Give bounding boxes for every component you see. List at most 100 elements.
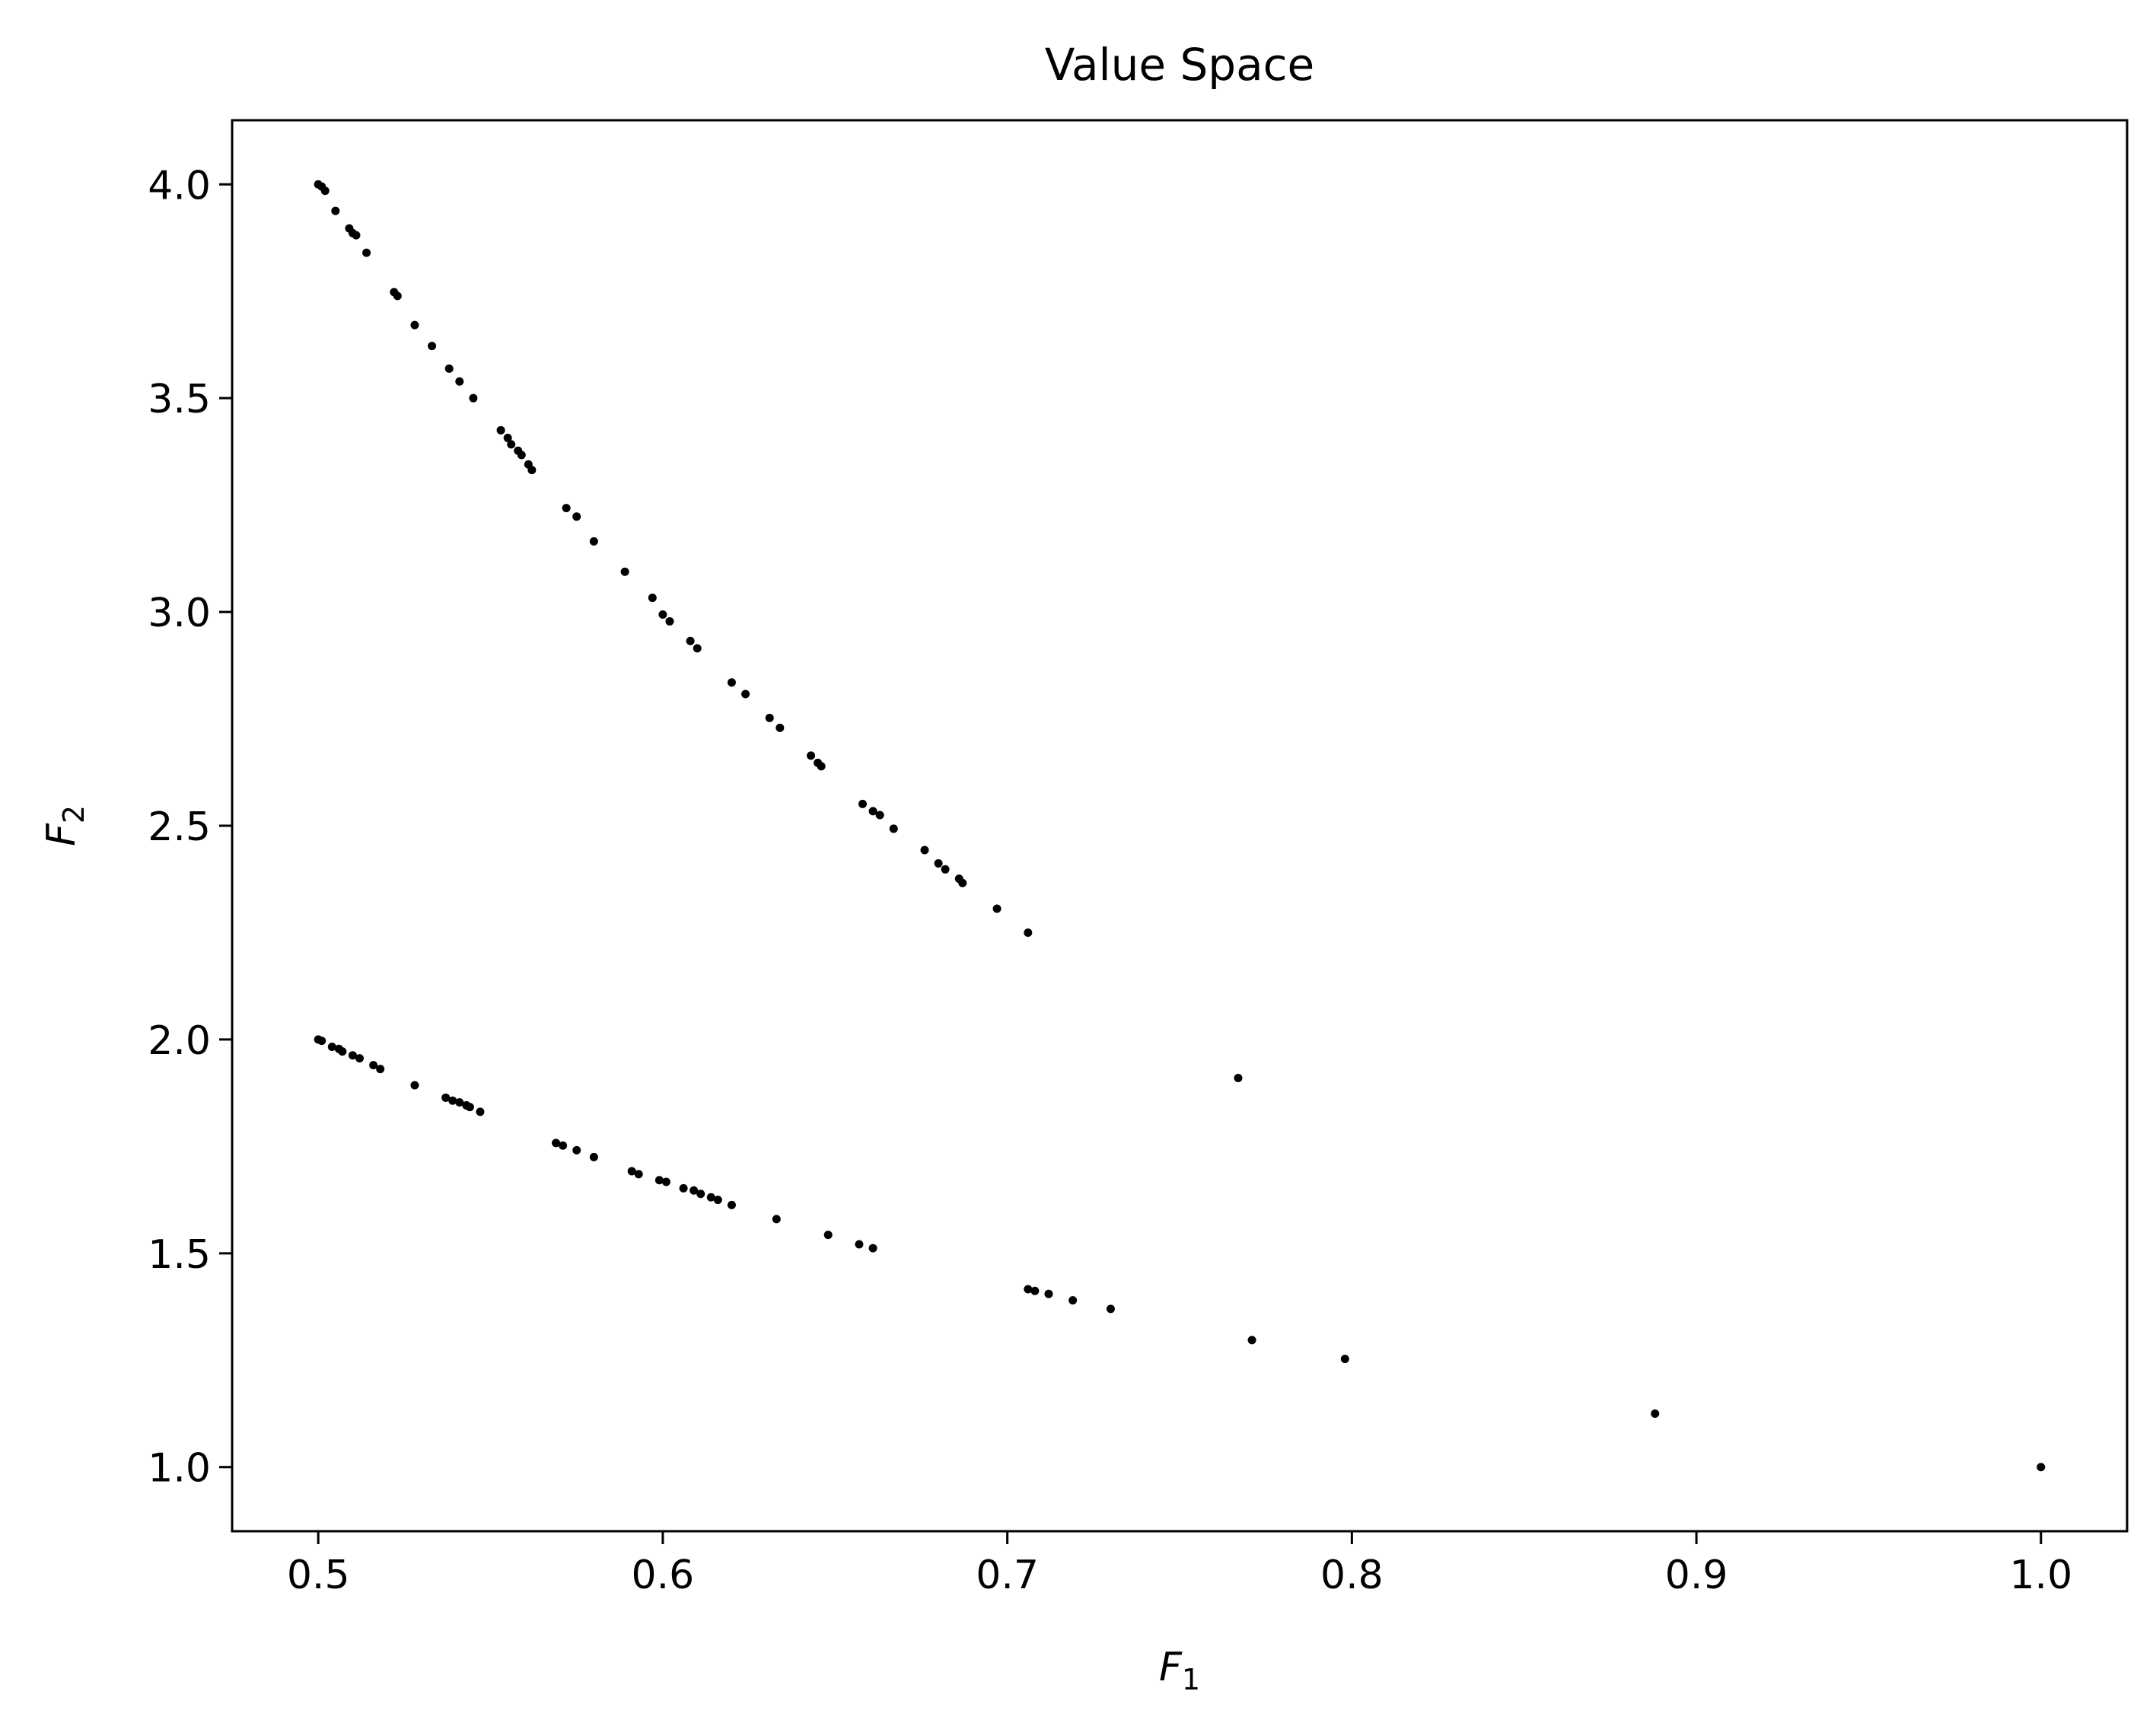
data-point xyxy=(765,713,774,722)
y-tick-label: 3.5 xyxy=(148,377,211,422)
data-point xyxy=(665,616,674,626)
data-point xyxy=(941,865,950,874)
y-tick-label: 3.0 xyxy=(148,591,211,636)
data-point xyxy=(348,1051,357,1060)
data-point xyxy=(686,636,695,645)
data-point xyxy=(807,751,816,760)
data-point xyxy=(444,364,454,373)
data-point xyxy=(868,807,877,816)
data-point xyxy=(517,451,526,460)
x-tick-label: 0.8 xyxy=(1320,1553,1384,1598)
data-point xyxy=(376,1065,385,1074)
x-tick-label: 0.6 xyxy=(632,1553,695,1598)
data-point xyxy=(527,466,537,475)
data-point xyxy=(855,1240,864,1249)
data-point xyxy=(503,433,512,442)
data-point xyxy=(1106,1304,1115,1314)
y-tick-label: 2.5 xyxy=(148,804,211,850)
data-point xyxy=(727,1200,736,1209)
data-point xyxy=(858,799,867,808)
data-point xyxy=(1024,1285,1033,1294)
data-point xyxy=(992,904,1002,913)
data-point xyxy=(327,1042,336,1051)
data-point xyxy=(868,1244,877,1253)
data-point xyxy=(1651,1409,1660,1418)
data-point xyxy=(448,1096,457,1105)
data-point xyxy=(693,644,702,653)
data-point xyxy=(572,512,581,521)
data-point xyxy=(331,206,340,215)
plot-frame xyxy=(231,119,2129,1533)
data-point xyxy=(476,1107,485,1116)
data-point xyxy=(1234,1073,1243,1082)
x-tick-label: 1.0 xyxy=(2009,1553,2072,1598)
x-axis-label-main: F xyxy=(1159,1645,1183,1690)
data-point xyxy=(727,678,736,687)
data-point xyxy=(654,1176,664,1185)
data-point xyxy=(1068,1296,1078,1305)
data-point xyxy=(552,1139,561,1148)
data-point xyxy=(362,248,371,257)
data-point xyxy=(496,425,505,435)
data-point xyxy=(713,1196,722,1205)
data-point xyxy=(562,504,571,513)
data-point xyxy=(589,1152,598,1161)
y-axis-ticks: 1.0 1.5 2.0 2.5 3.0 3.5 4.0 xyxy=(148,163,232,1492)
data-point xyxy=(2037,1463,2046,1472)
data-point xyxy=(428,342,437,351)
data-point xyxy=(465,1103,474,1112)
data-point xyxy=(875,811,884,820)
data-point xyxy=(589,537,598,546)
x-axis-ticks: 0.5 0.6 0.7 0.8 0.9 1.0 xyxy=(287,1531,2072,1598)
data-point xyxy=(441,1093,451,1102)
data-point xyxy=(559,1141,568,1150)
data-point xyxy=(817,762,826,771)
data-point xyxy=(741,690,750,699)
data-point xyxy=(634,1170,643,1179)
data-point xyxy=(706,1193,715,1202)
data-point xyxy=(1340,1355,1349,1364)
y-axis-label: F2 xyxy=(39,805,91,846)
data-point xyxy=(1044,1289,1053,1298)
x-axis-label: F1 xyxy=(1159,1645,1200,1696)
data-point xyxy=(572,1145,581,1155)
y-axis-label-subscript: 2 xyxy=(57,805,91,823)
data-point xyxy=(1024,928,1033,937)
data-point xyxy=(369,1061,378,1070)
data-point xyxy=(772,1215,781,1224)
data-point xyxy=(627,1167,636,1176)
data-point xyxy=(410,320,419,330)
x-axis-label-subscript: 1 xyxy=(1182,1663,1200,1696)
data-point xyxy=(658,610,667,619)
chart-title: Value Space xyxy=(1045,39,1314,91)
x-tick-label: 0.5 xyxy=(287,1553,350,1598)
data-point xyxy=(317,1037,326,1046)
data-point xyxy=(620,567,629,576)
data-point xyxy=(1030,1286,1040,1295)
data-point xyxy=(934,858,943,868)
data-point xyxy=(1247,1336,1256,1345)
data-point xyxy=(338,1047,347,1056)
data-point xyxy=(823,1231,833,1240)
data-point xyxy=(410,1081,419,1090)
data-point xyxy=(455,1097,464,1107)
data-point xyxy=(352,231,361,240)
data-point xyxy=(469,393,478,403)
y-tick-label: 1.5 xyxy=(148,1232,211,1278)
data-point xyxy=(679,1183,688,1193)
data-point xyxy=(889,824,898,833)
data-points xyxy=(314,180,2046,1472)
data-point xyxy=(775,723,785,732)
data-point xyxy=(696,1190,705,1199)
data-point xyxy=(920,846,929,855)
y-axis-label-main: F xyxy=(39,823,84,846)
data-point xyxy=(689,1186,699,1195)
data-point xyxy=(355,1054,365,1063)
x-tick-label: 0.7 xyxy=(976,1553,1039,1598)
y-tick-label: 1.0 xyxy=(148,1446,211,1492)
data-point xyxy=(455,377,464,386)
x-tick-label: 0.9 xyxy=(1665,1553,1728,1598)
y-tick-label: 4.0 xyxy=(148,163,211,209)
